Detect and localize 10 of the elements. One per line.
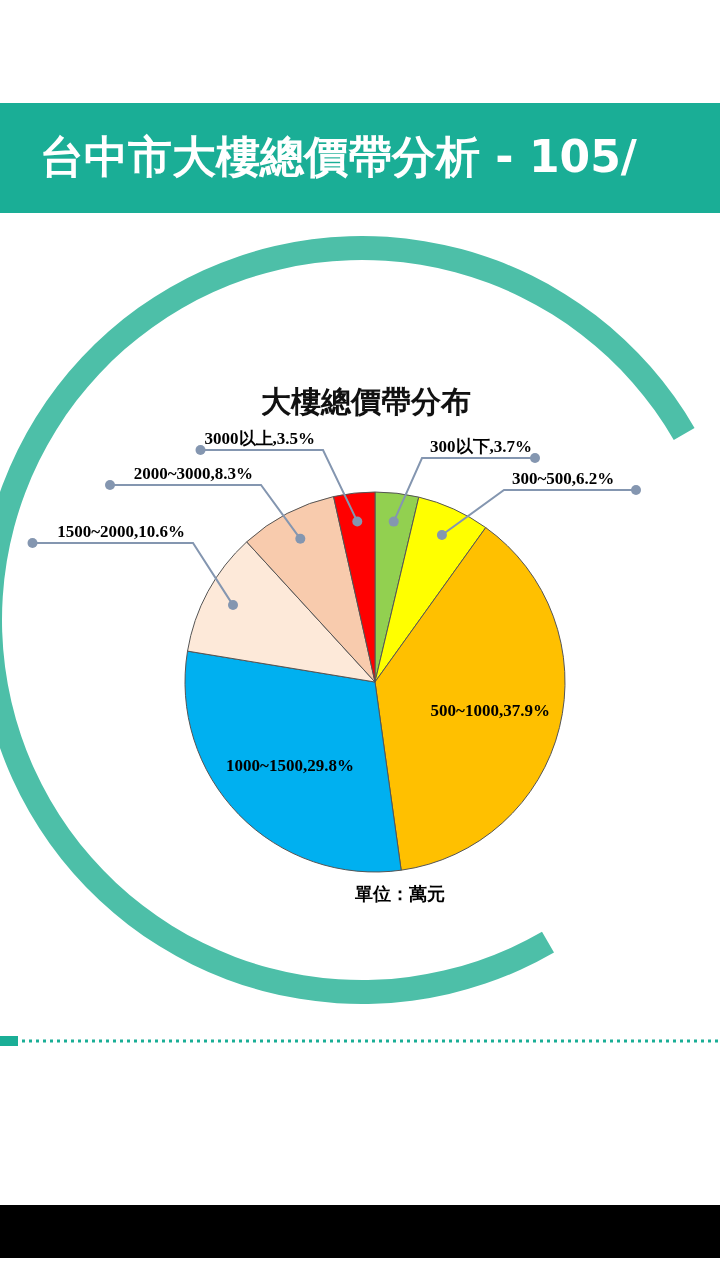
slice-label: 500~1000,37.9% (430, 701, 550, 721)
text: 單位：萬元 (354, 883, 445, 904)
slice-label: 2000~3000,8.3% (133, 464, 253, 483)
chart-title: 台中市大樓總價帶分析 - 105/ (40, 131, 638, 182)
slice-label: 3000以上,3.5% (204, 429, 315, 448)
slice-label: 300~500,6.2% (512, 469, 615, 488)
slice-label: 1000~1500,29.8% (226, 755, 354, 775)
slice-label: 1500~2000,10.6% (57, 522, 185, 541)
chart-subtitle: 大樓總價帶分布 (261, 384, 471, 419)
slice-label: 300以下,3.7% (430, 437, 532, 456)
